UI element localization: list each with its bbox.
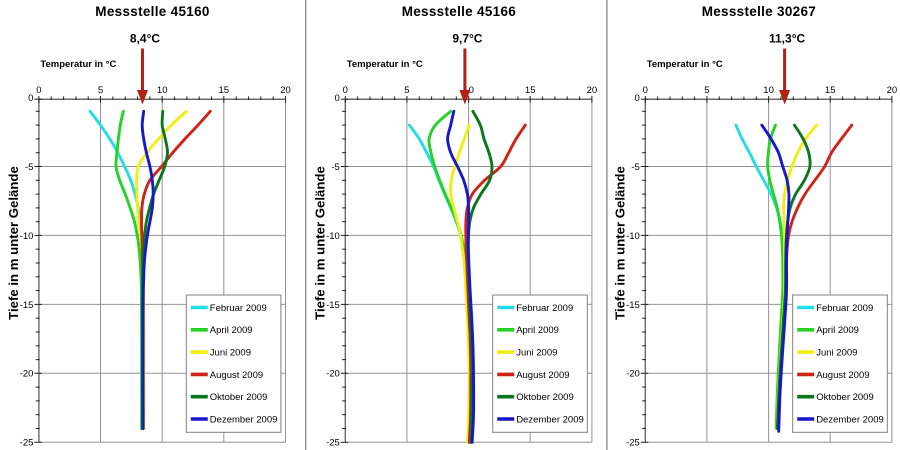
- svg-text:Temperatur in °C: Temperatur in °C: [647, 59, 723, 70]
- svg-text:Messstelle 45160: Messstelle 45160: [95, 4, 209, 19]
- svg-text:-15: -15: [626, 300, 640, 311]
- svg-text:0: 0: [643, 85, 648, 96]
- svg-text:Tiefe in m unter Gelände: Tiefe in m unter Gelände: [6, 166, 21, 320]
- svg-text:Oktober 2009: Oktober 2009: [816, 392, 874, 403]
- svg-text:0: 0: [635, 93, 640, 104]
- svg-text:Messstelle 30267: Messstelle 30267: [702, 4, 816, 19]
- svg-text:15: 15: [525, 85, 536, 96]
- svg-text:Dezember 2009: Dezember 2009: [816, 414, 884, 425]
- svg-text:-5: -5: [25, 162, 33, 173]
- svg-text:-5: -5: [331, 162, 339, 173]
- svg-text:-25: -25: [626, 438, 640, 449]
- svg-text:August 2009: August 2009: [816, 370, 869, 381]
- svg-text:5: 5: [704, 85, 709, 96]
- svg-text:-25: -25: [20, 438, 34, 449]
- svg-text:9,7°C: 9,7°C: [452, 32, 482, 46]
- svg-text:0: 0: [335, 93, 340, 104]
- svg-text:20: 20: [887, 85, 898, 96]
- svg-text:Juni 2009: Juni 2009: [210, 348, 251, 359]
- svg-text:15: 15: [219, 85, 230, 96]
- svg-text:Juni 2009: Juni 2009: [816, 348, 857, 359]
- svg-text:0: 0: [343, 85, 348, 96]
- svg-text:5: 5: [404, 85, 409, 96]
- svg-text:10: 10: [157, 85, 168, 96]
- svg-text:-10: -10: [326, 231, 340, 242]
- svg-text:Juni 2009: Juni 2009: [516, 348, 557, 359]
- svg-text:Temperatur in °C: Temperatur in °C: [347, 59, 423, 70]
- svg-text:April 2009: April 2009: [516, 325, 559, 336]
- svg-text:Februar 2009: Februar 2009: [516, 303, 573, 314]
- svg-text:0: 0: [28, 93, 33, 104]
- svg-text:-15: -15: [326, 300, 340, 311]
- svg-text:Tiefe in m unter Gelände: Tiefe in m unter Gelände: [612, 166, 627, 320]
- svg-text:11,3°C: 11,3°C: [769, 32, 805, 46]
- svg-text:August 2009: August 2009: [516, 370, 569, 381]
- svg-text:20: 20: [280, 85, 291, 96]
- svg-text:15: 15: [825, 85, 836, 96]
- svg-text:-25: -25: [326, 438, 340, 449]
- svg-text:Tiefe in m unter Gelände: Tiefe in m unter Gelände: [312, 166, 327, 320]
- svg-text:8,4°C: 8,4°C: [130, 32, 160, 46]
- svg-text:Dezember 2009: Dezember 2009: [516, 414, 584, 425]
- svg-text:-20: -20: [626, 369, 640, 380]
- svg-text:-5: -5: [631, 162, 639, 173]
- svg-text:20: 20: [587, 85, 598, 96]
- svg-text:August 2009: August 2009: [210, 370, 263, 381]
- svg-text:Oktober 2009: Oktober 2009: [210, 392, 268, 403]
- svg-text:Dezember 2009: Dezember 2009: [210, 414, 278, 425]
- svg-text:5: 5: [98, 85, 103, 96]
- svg-text:0: 0: [36, 85, 41, 96]
- svg-text:-10: -10: [20, 231, 34, 242]
- svg-text:Messstelle 45166: Messstelle 45166: [402, 4, 517, 19]
- svg-text:April 2009: April 2009: [210, 325, 253, 336]
- svg-text:-20: -20: [326, 369, 340, 380]
- svg-text:Februar 2009: Februar 2009: [816, 303, 873, 314]
- svg-text:-20: -20: [20, 369, 34, 380]
- svg-text:Oktober 2009: Oktober 2009: [516, 392, 574, 403]
- svg-text:-10: -10: [626, 231, 640, 242]
- svg-text:10: 10: [763, 85, 774, 96]
- svg-text:April 2009: April 2009: [816, 325, 859, 336]
- svg-text:-15: -15: [20, 300, 34, 311]
- svg-text:Februar 2009: Februar 2009: [210, 303, 267, 314]
- svg-text:Temperatur in °C: Temperatur in °C: [40, 59, 116, 70]
